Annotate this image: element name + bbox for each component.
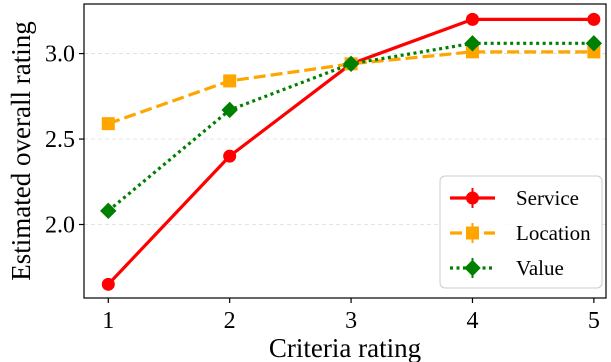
x-tick-label-0: 1 <box>102 308 114 334</box>
legend-entry-location: Location <box>450 221 591 245</box>
legend-label-service: Service <box>516 186 579 210</box>
x-tick-label-1: 2 <box>224 308 236 334</box>
series-value <box>100 35 603 220</box>
data-point-value-1 <box>100 202 117 220</box>
data-point-location-1 <box>101 117 115 131</box>
legend-label-location: Location <box>516 221 591 245</box>
legend-entry-service: Service <box>450 186 579 210</box>
data-point-value-3 <box>342 55 360 73</box>
x-tick-label-3: 4 <box>466 308 478 334</box>
legend-marker-location <box>466 226 479 240</box>
legend-marker-value <box>464 259 481 277</box>
data-point-value-4 <box>464 35 481 52</box>
x-tick-label-2: 3 <box>345 308 357 334</box>
legend: Service Location Value <box>439 175 603 289</box>
data-point-value-5 <box>585 35 603 52</box>
x-tick-label-4: 5 <box>588 308 600 334</box>
data-point-location-2 <box>223 74 237 88</box>
plot-frame <box>83 3 607 299</box>
legend-label-value: Value <box>516 256 564 280</box>
data-point-service-2 <box>223 149 237 163</box>
legend-entry-value: Value <box>450 256 564 280</box>
series-line-location <box>107 50 594 126</box>
axes-layer: 1 2 3 4 5 2.0 2.5 3.0 <box>45 3 607 334</box>
series-layer <box>100 12 603 291</box>
y-tick-label-0: 2.0 <box>45 213 75 239</box>
y-axis-title: Estimated overall rating <box>6 21 36 280</box>
data-point-value-2 <box>221 101 238 119</box>
data-point-service-1 <box>101 277 115 291</box>
data-point-service-5 <box>587 12 601 26</box>
y-tick-label-2: 3.0 <box>45 42 75 68</box>
data-point-service-4 <box>465 12 479 26</box>
legend-box <box>439 175 603 289</box>
series-location <box>101 45 601 131</box>
y-tick-label-1: 2.5 <box>45 127 75 153</box>
x-axis-title: Criteria rating <box>269 333 421 362</box>
legend-marker-service <box>466 191 479 205</box>
